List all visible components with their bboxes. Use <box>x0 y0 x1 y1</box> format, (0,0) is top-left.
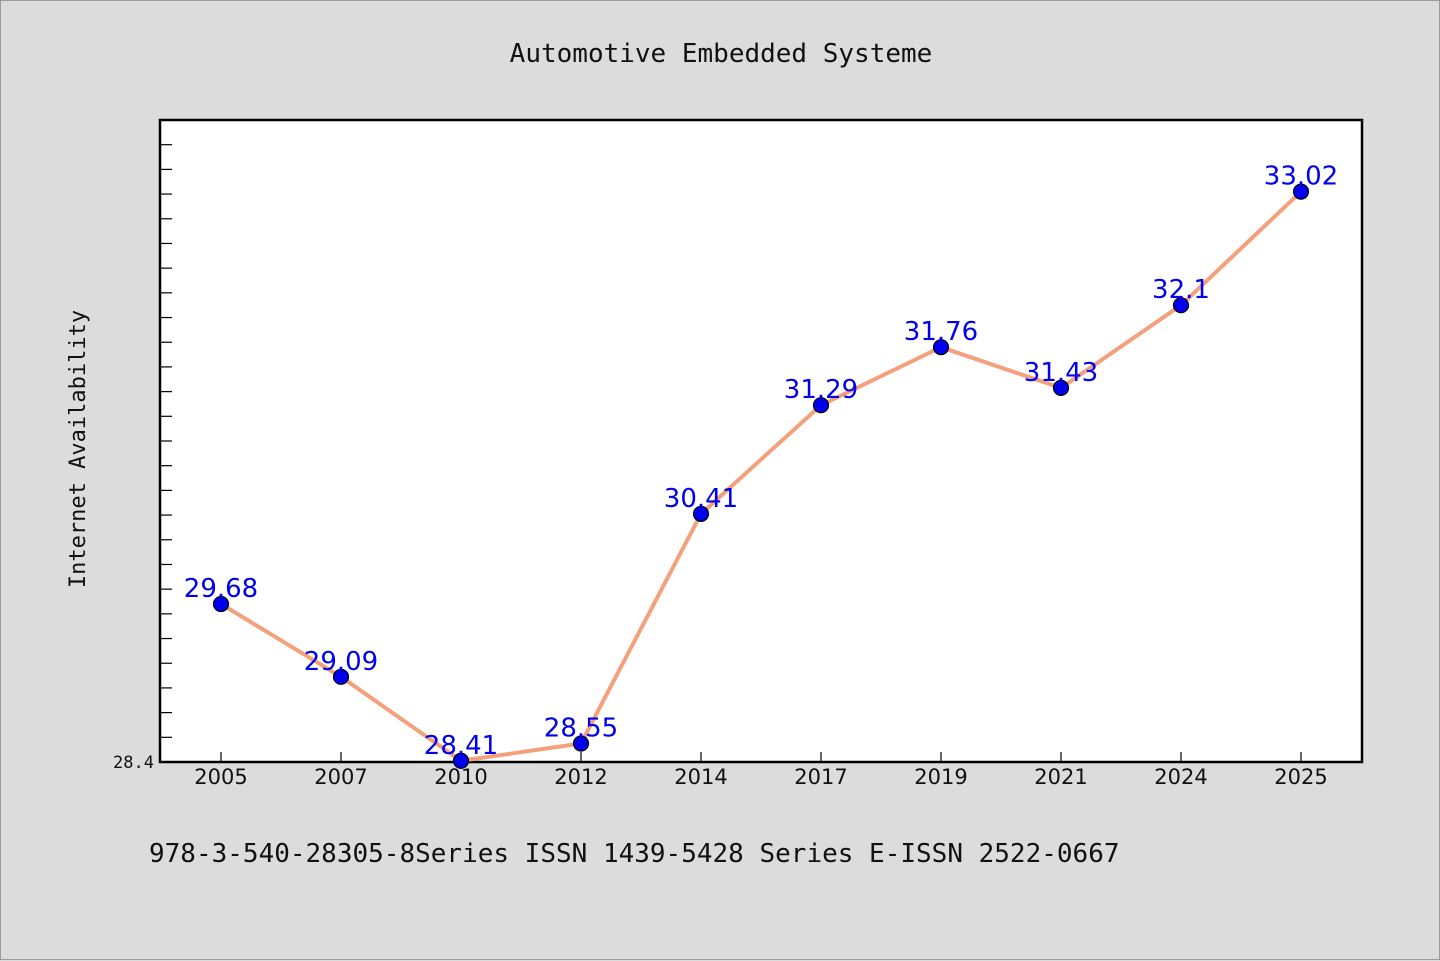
data-point <box>1292 183 1310 200</box>
y-tick-label: 28.4 <box>113 753 154 773</box>
x-tick-label: 2005 <box>194 765 247 789</box>
data-label: 31.43 <box>1024 358 1098 388</box>
data-point <box>212 595 230 613</box>
data-markers <box>212 183 1310 769</box>
data-point <box>1172 297 1190 314</box>
data-point <box>692 505 710 522</box>
y-axis-minor-ticks <box>160 119 1302 763</box>
chart-title: Automotive Embedded Systeme <box>510 39 933 69</box>
x-tick-label: 2025 <box>1274 765 1327 789</box>
data-label: 29.68 <box>184 574 258 604</box>
data-label: 30.41 <box>664 484 738 514</box>
y-axis-tick-labels: 28.4 <box>113 753 154 773</box>
data-point <box>332 668 350 685</box>
data-point <box>1052 379 1070 397</box>
data-point <box>932 339 950 356</box>
data-label: 31.76 <box>904 317 978 347</box>
x-axis-tick-labels: 2005 2007 2010 2012 2014 2017 2019 2021 2024 2025 <box>194 765 1327 789</box>
data-label: 32.1 <box>1152 275 1210 305</box>
y-axis-label: Internet Availability <box>66 310 91 588</box>
plot-area <box>158 118 1364 764</box>
data-point <box>572 735 590 752</box>
data-labels: 29.68 29.09 28.41 28.55 30.41 31.29 31.76 31.43… <box>184 162 1338 761</box>
data-label: 33.02 <box>1264 162 1338 192</box>
x-tick-label: 2024 <box>1154 765 1207 789</box>
data-point <box>812 397 830 414</box>
data-label: 29.09 <box>304 647 378 677</box>
series-line <box>219 190 1303 763</box>
x-tick-label: 2017 <box>794 765 847 789</box>
x-tick-label: 2007 <box>314 765 367 789</box>
caption-text: 978-3-540-28305-8Series ISSN 1439-5428 S… <box>149 839 1120 869</box>
x-tick-label: 2019 <box>914 765 967 789</box>
data-label: 28.41 <box>424 731 498 761</box>
data-label: 31.29 <box>784 375 858 405</box>
data-point <box>452 752 470 769</box>
x-tick-label: 2010 <box>434 765 487 789</box>
x-tick-label: 2021 <box>1034 765 1087 789</box>
data-label: 28.55 <box>544 713 618 743</box>
x-tick-label: 2014 <box>674 765 727 789</box>
x-tick-label: 2012 <box>554 765 607 789</box>
